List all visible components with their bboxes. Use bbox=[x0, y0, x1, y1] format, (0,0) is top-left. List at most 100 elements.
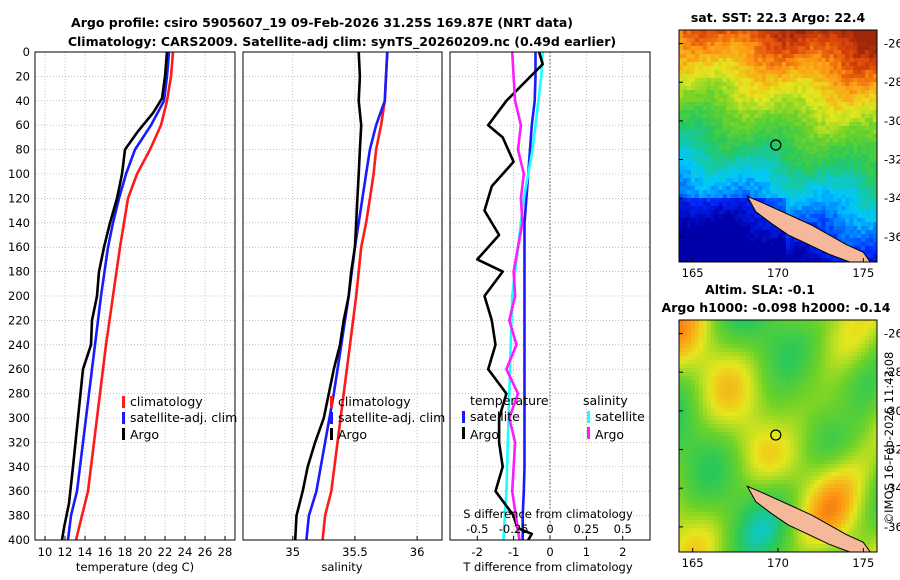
map-cell bbox=[750, 254, 755, 259]
map-cell bbox=[801, 440, 807, 445]
map-cell bbox=[869, 242, 874, 247]
map-cell bbox=[746, 38, 751, 43]
map-cell bbox=[869, 94, 874, 99]
map-cell bbox=[821, 408, 827, 413]
map-cell bbox=[774, 146, 779, 151]
map-cell bbox=[679, 428, 684, 433]
map-cell bbox=[861, 74, 866, 79]
map-cell bbox=[694, 186, 700, 191]
map-cell bbox=[861, 122, 866, 127]
map-cell bbox=[873, 210, 877, 215]
map-cell bbox=[690, 250, 696, 255]
map-cell bbox=[750, 62, 755, 67]
map-cell bbox=[734, 368, 739, 373]
map-cell bbox=[833, 42, 838, 47]
map-cell bbox=[694, 198, 700, 203]
map-cell bbox=[750, 138, 755, 143]
map-cell bbox=[722, 214, 728, 219]
map-cell bbox=[714, 190, 720, 195]
map-cell bbox=[797, 166, 803, 171]
map-cell bbox=[718, 246, 724, 251]
map-cell bbox=[833, 114, 838, 119]
map-cell bbox=[738, 214, 743, 219]
map-cell bbox=[770, 38, 775, 43]
map-cell bbox=[793, 258, 799, 262]
map-cell bbox=[845, 432, 850, 437]
map-cell bbox=[809, 400, 815, 405]
map-cell bbox=[825, 392, 831, 397]
map-cell bbox=[770, 234, 775, 239]
map-cell bbox=[698, 94, 704, 99]
map-cell bbox=[682, 158, 688, 163]
map-cell bbox=[785, 94, 791, 99]
map-cell bbox=[698, 452, 704, 457]
map-cell bbox=[873, 190, 877, 195]
map-cell bbox=[762, 380, 767, 385]
map-cell bbox=[809, 46, 815, 51]
map-cell bbox=[706, 126, 712, 131]
map-cell bbox=[873, 400, 877, 405]
map-cell bbox=[805, 62, 811, 67]
map-cell bbox=[710, 388, 716, 393]
map-cell bbox=[825, 218, 831, 223]
map-cell bbox=[865, 246, 870, 251]
map-cell bbox=[873, 194, 877, 199]
map-cell bbox=[714, 428, 720, 433]
map-cell bbox=[873, 146, 877, 151]
map-cell bbox=[746, 384, 751, 389]
map-cell bbox=[825, 230, 831, 235]
map-cell bbox=[754, 78, 759, 83]
map-cell bbox=[710, 246, 716, 251]
map-cell bbox=[722, 34, 728, 39]
map-cell bbox=[841, 130, 846, 135]
map-cell bbox=[742, 118, 747, 123]
map-cell bbox=[686, 332, 692, 337]
map-cell bbox=[702, 182, 708, 187]
map-cell bbox=[853, 66, 858, 71]
map-cell bbox=[873, 336, 877, 341]
salinity-axes-box bbox=[242, 51, 443, 541]
map-cell bbox=[686, 468, 692, 473]
map-cell bbox=[698, 428, 704, 433]
map-cell bbox=[793, 376, 799, 381]
map-cell bbox=[710, 218, 716, 223]
map-cell bbox=[722, 114, 728, 119]
map-cell bbox=[781, 372, 787, 377]
map-cell bbox=[801, 254, 807, 259]
map-cell bbox=[785, 352, 791, 357]
map-cell bbox=[869, 182, 874, 187]
map-cell bbox=[865, 340, 870, 345]
map-cell bbox=[690, 468, 696, 473]
map-cell bbox=[813, 214, 819, 219]
map-cell bbox=[682, 242, 688, 247]
map-cell bbox=[690, 174, 696, 179]
map-cell bbox=[698, 436, 704, 441]
map-cell bbox=[742, 102, 747, 107]
map-cell bbox=[774, 380, 779, 385]
map-cell bbox=[853, 102, 858, 107]
map-cell bbox=[793, 30, 799, 35]
map-cell bbox=[805, 54, 811, 59]
map-cell bbox=[702, 332, 708, 337]
map-cell bbox=[789, 70, 795, 75]
map-cell bbox=[750, 246, 755, 251]
map-cell bbox=[734, 396, 739, 401]
map-cell bbox=[734, 332, 739, 337]
map-cell bbox=[809, 194, 815, 199]
map-cell bbox=[722, 238, 728, 243]
map-cell bbox=[805, 190, 811, 195]
map-cell bbox=[829, 134, 835, 139]
map-cell bbox=[837, 186, 842, 191]
map-cell bbox=[690, 380, 696, 385]
map-cell bbox=[750, 98, 755, 103]
map-cell bbox=[738, 186, 743, 191]
map-cell bbox=[778, 110, 783, 115]
map-cell bbox=[849, 58, 854, 63]
map-cell bbox=[845, 328, 850, 333]
map-cell bbox=[841, 54, 846, 59]
map-cell bbox=[845, 90, 850, 95]
map-cell bbox=[718, 464, 724, 469]
map-cell bbox=[730, 468, 736, 473]
map-cell bbox=[754, 258, 759, 262]
map-cell bbox=[857, 218, 862, 223]
